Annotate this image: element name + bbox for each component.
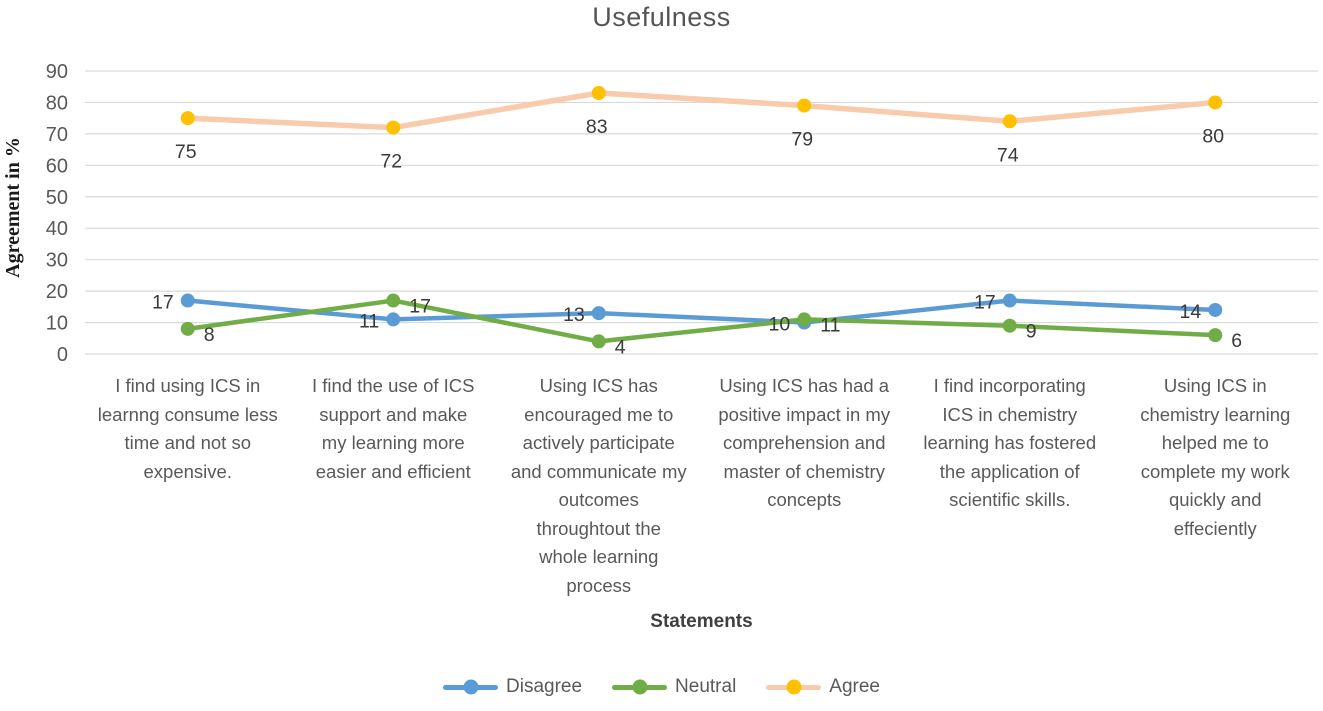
legend-item-disagree: Disagree	[443, 676, 582, 698]
data-point-neutral	[386, 293, 401, 308]
legend: Disagree Neutral Agree	[0, 676, 1323, 698]
category-label: Using ICS has encouraged me to actively …	[510, 375, 687, 596]
data-label-agree: 79	[791, 129, 813, 151]
y-tick-label: 80	[46, 92, 68, 114]
data-point-agree	[591, 86, 606, 101]
data-point-agree	[180, 111, 195, 126]
data-point-disagree	[1002, 293, 1017, 308]
data-point-neutral	[1002, 318, 1017, 333]
data-point-agree	[1002, 114, 1017, 129]
series-line-agree	[185, 90, 1218, 131]
data-point-disagree	[1208, 302, 1223, 317]
data-label-agree: 74	[997, 144, 1019, 166]
data-point-neutral	[180, 321, 195, 336]
series-line-neutral	[185, 298, 1218, 344]
legend-dot-icon	[786, 679, 802, 695]
data-label-neutral: 4	[615, 336, 626, 358]
legend-dot-icon	[463, 679, 478, 695]
y-tick-label: 40	[46, 218, 68, 240]
legend-label: Disagree	[506, 676, 583, 697]
data-label-agree: 80	[1202, 125, 1224, 147]
legend-line-marker-icon	[612, 679, 668, 695]
category-label: I find using ICS in learnng consume less…	[97, 375, 278, 482]
y-tick-label: 70	[46, 124, 68, 146]
data-point-neutral	[797, 312, 812, 327]
legend-item-neutral: Neutral	[612, 676, 736, 698]
data-label-disagree: 10	[769, 314, 791, 336]
data-label-disagree: 17	[152, 292, 174, 314]
data-point-disagree	[386, 312, 401, 327]
legend-label: Neutral	[675, 676, 737, 697]
legend-line-marker-icon	[766, 679, 822, 695]
category-label: I find incorporating ICS in chemistry le…	[923, 375, 1097, 510]
data-point-neutral	[591, 334, 606, 349]
category-label: Using ICS has had a positive impact in m…	[718, 375, 891, 510]
y-tick-label: 90	[46, 61, 68, 83]
data-label-neutral: 8	[204, 324, 215, 346]
y-tick-label: 10	[46, 313, 68, 335]
data-label-neutral: 6	[1231, 330, 1242, 352]
data-label-agree: 83	[586, 116, 608, 138]
data-point-neutral	[1208, 328, 1223, 343]
y-axis-title-text: Agreement in %	[1, 137, 24, 278]
category-label: Using ICS in chemistry learning helped m…	[1140, 375, 1291, 539]
data-label-neutral: 17	[409, 296, 431, 318]
data-label-disagree: 17	[974, 292, 996, 314]
data-label-neutral: 11	[820, 314, 840, 336]
data-label-agree: 72	[380, 151, 402, 173]
data-label-neutral: 9	[1026, 321, 1037, 343]
y-tick-label: 50	[46, 187, 68, 209]
data-label-disagree: 11	[359, 310, 379, 332]
y-tick-label: 20	[46, 281, 68, 303]
legend-item-agree: Agree	[766, 676, 880, 698]
y-tick-label: 30	[46, 250, 68, 272]
data-label-disagree: 14	[1180, 301, 1202, 323]
data-point-disagree	[180, 293, 195, 308]
category-label: I find the use of ICS support and make m…	[312, 375, 475, 482]
chart-title: Usefulness	[592, 2, 731, 32]
data-point-agree	[797, 98, 812, 113]
y-tick-label: 0	[57, 344, 68, 366]
x-axis-title: Statements	[650, 611, 753, 632]
series-line-disagree	[185, 298, 1218, 325]
legend-label: Agree	[829, 676, 880, 697]
legend-line-marker-icon	[443, 679, 498, 695]
data-point-agree	[386, 120, 401, 135]
y-axis-title: Agreement in %	[0, 110, 26, 305]
data-label-agree: 75	[175, 141, 197, 163]
legend-dot-icon	[632, 679, 648, 695]
y-tick-label: 60	[46, 155, 68, 177]
data-point-disagree	[591, 306, 606, 321]
data-point-agree	[1208, 95, 1223, 110]
data-label-disagree: 13	[563, 304, 585, 326]
